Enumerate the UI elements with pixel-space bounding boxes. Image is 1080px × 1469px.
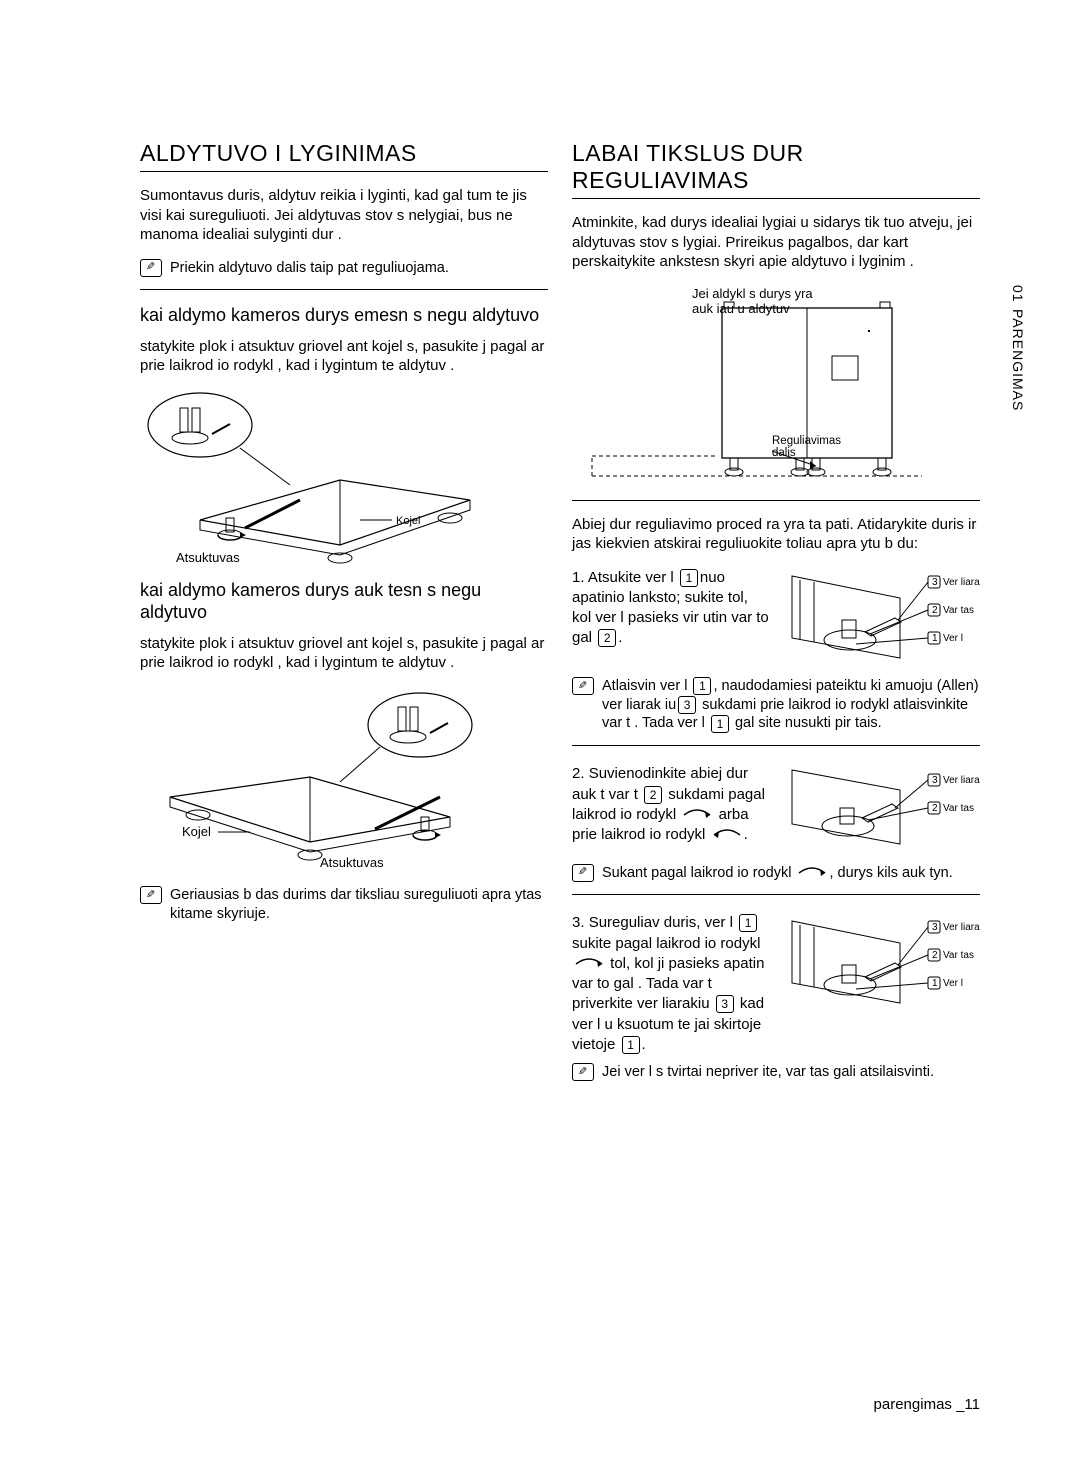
svg-text:Ver liaraktis: Ver liaraktis — [943, 922, 980, 933]
fig2-driver-label: Atsuktuvas — [320, 855, 384, 870]
note-step2: Sukant pagal laikrod io rodykl , durys k… — [572, 864, 980, 883]
svg-text:2: 2 — [932, 605, 938, 616]
pencil-icon — [140, 259, 162, 277]
svg-text:Var tas: Var tas — [943, 950, 974, 961]
adjustment-steps: Atsukite ver l 1nuo apatinio lanksto; su… — [572, 568, 980, 1082]
step1-figure: 3 Ver liaraktis 2 Var tas 1 Ver l — [780, 568, 980, 669]
pencil-icon — [572, 677, 594, 695]
note-step1: Atlaisvin ver l 1, naudodamiesi pateiktu… — [572, 677, 980, 734]
svg-text:3: 3 — [932, 775, 938, 786]
left-intro: Sumontavus duris, aldytuv reikia i lygin… — [140, 186, 548, 245]
note-text: Geriausias b das durims dar tiksliau sur… — [170, 886, 548, 924]
sec2-title: kai aldymo kameros durys auk tesn s negu… — [140, 579, 548, 624]
step-3: Sureguliav duris, ver l 1 sukite pagal l… — [572, 913, 980, 1082]
separator — [140, 289, 548, 290]
left-title: ALDYTUVO I LYGINIMAS — [140, 140, 548, 172]
fig-adj-label: Reguliavimas — [772, 435, 841, 447]
fig-top-caption: Jei aldykl s durys yra — [692, 286, 813, 301]
sec1-body: statykite plok i atsuktuv griovel ant ko… — [140, 337, 548, 376]
svg-text:Ver liaraktis: Ver liaraktis — [943, 775, 980, 786]
note-step3: Jei ver l s tvirtai nepriver ite, var ta… — [572, 1063, 980, 1082]
pencil-icon — [140, 886, 162, 904]
figure-fridge-front: Jei aldykl s durys yra auk iau u aldytuv… — [572, 286, 980, 486]
pencil-icon — [572, 1063, 594, 1081]
note-step1-text: Atlaisvin ver l 1, naudodamiesi pateiktu… — [602, 677, 980, 734]
svg-text:2: 2 — [932, 803, 938, 814]
right-column: 01 PARENGIMAS LABAI TIKSLUS DUR REGULIAV… — [572, 140, 980, 1100]
svg-text:1: 1 — [932, 633, 938, 644]
sec1-title: kai aldymo kameros durys emesn s negu al… — [140, 304, 548, 327]
step2-text: Suvienodinkite abiej dur auk t var t 2 s… — [572, 765, 765, 843]
footer-page: 11 — [964, 1396, 980, 1413]
fig1-driver-label: Atsuktuvas — [176, 550, 240, 565]
step3-figure: 3 Ver liaraktis 2 Var tas 1 Ver l — [780, 913, 980, 1014]
page-footer: parengimas _11 — [874, 1396, 980, 1413]
side-tab-num: 01 — [1010, 285, 1026, 303]
svg-text:3: 3 — [932, 922, 938, 933]
side-tab: 01 PARENGIMAS — [1010, 285, 1026, 411]
mid-body: Abiej dur reguliavimo proced ra yra ta p… — [572, 515, 980, 554]
separator — [572, 500, 980, 501]
svg-text:Var tas: Var tas — [943, 605, 974, 616]
side-tab-label: PARENGIMAS — [1010, 309, 1026, 411]
inline-2: 2 — [598, 629, 616, 647]
svg-text:Var tas: Var tas — [943, 803, 974, 814]
svg-text:3: 3 — [932, 577, 938, 588]
pencil-icon — [572, 864, 594, 882]
step2-figure: 3 Ver liaraktis 2 Var tas — [780, 764, 980, 855]
svg-text:dalis: dalis — [772, 447, 796, 459]
svg-text:Ver liaraktis: Ver liaraktis — [943, 577, 980, 588]
right-title: LABAI TIKSLUS DUR REGULIAVIMAS — [572, 140, 980, 199]
svg-text:Ver l: Ver l — [943, 633, 963, 644]
note-front-adjust: Priekin aldytuvo dalis taip pat reguliuo… — [140, 259, 548, 278]
svg-text:1: 1 — [932, 978, 938, 989]
right-intro: Atminkite, kad durys idealiai lygiai u s… — [572, 213, 980, 272]
note-text: Priekin aldytuvo dalis taip pat reguliuo… — [170, 259, 449, 278]
svg-text:2: 2 — [932, 950, 938, 961]
step-2: Suvienodinkite abiej dur auk t var t 2 s… — [572, 764, 980, 895]
step1-text: Atsukite ver l 1nuo apatinio lanksto; su… — [572, 569, 769, 647]
step3-text: Sureguliav duris, ver l 1 sukite pagal l… — [572, 914, 764, 1053]
inline-1: 1 — [680, 569, 698, 587]
svg-text:Ver l: Ver l — [943, 978, 963, 989]
left-column: ALDYTUVO I LYGINIMAS Sumontavus duris, a… — [140, 140, 548, 1100]
note-best-method: Geriausias b das durims dar tiksliau sur… — [140, 886, 548, 924]
fig2-leg-label: Kojel — [182, 824, 211, 839]
footer-label: parengimas _ — [874, 1396, 965, 1413]
fig1-leg-label: Kojel — [396, 515, 420, 527]
figure-leveling-1: Kojel Atsuktuvas — [140, 390, 548, 565]
sec2-body: statykite plok i atsuktuv griovel ant ko… — [140, 634, 548, 673]
note-step2-text: Sukant pagal laikrod io rodykl , durys k… — [602, 864, 953, 883]
figure-leveling-2: Kojel Atsuktuvas — [140, 687, 548, 872]
svg-text:auk iau u aldytuv: auk iau u aldytuv — [692, 301, 790, 316]
note-step3-text: Jei ver l s tvirtai nepriver ite, var ta… — [602, 1063, 934, 1082]
step-1: Atsukite ver l 1nuo apatinio lanksto; su… — [572, 568, 980, 747]
